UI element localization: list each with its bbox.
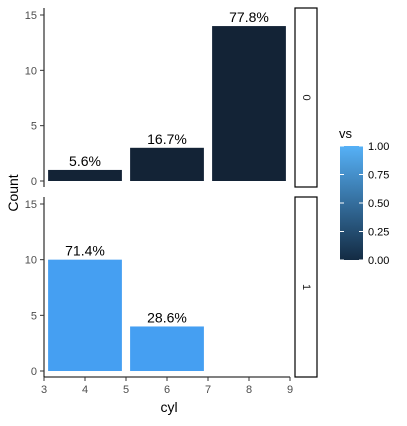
bar-data-label: 5.6% <box>69 153 101 169</box>
bar-data-label: 28.6% <box>147 309 187 325</box>
x-axis: 3 4 5 6 7 8 9 <box>41 376 293 396</box>
facet-strip <box>294 7 318 188</box>
legend-tick-label: 0.50 <box>368 198 389 210</box>
x-tick-label: 6 <box>164 384 170 396</box>
y-tick-label: 15 <box>25 199 37 211</box>
facet-strip <box>294 196 318 378</box>
legend-tick-label: 1.00 <box>368 141 389 153</box>
y-tick-label: 5 <box>31 310 37 322</box>
x-tick-label: 3 <box>41 384 47 396</box>
bar-cyl-8 <box>212 26 286 181</box>
legend-ticks: 1.00 0.75 0.50 0.25 0.00 <box>340 141 389 267</box>
x-tick-label: 4 <box>82 384 88 396</box>
y-tick-label: 0 <box>31 176 37 188</box>
facet-strip-label: 1 <box>300 284 312 290</box>
x-tick-label: 7 <box>205 384 211 396</box>
bar-data-label: 71.4% <box>65 243 105 259</box>
x-axis-title: cyl <box>160 399 177 415</box>
bar-cyl-6 <box>130 326 204 371</box>
x-tick-label: 8 <box>246 384 252 396</box>
legend-tick-label: 0.75 <box>368 170 389 182</box>
legend-tick-label: 0.00 <box>368 255 389 267</box>
legend-tick-label: 0.25 <box>368 227 389 239</box>
x-tick-label: 9 <box>287 384 293 396</box>
bar-data-label: 77.8% <box>229 9 269 25</box>
bar-cyl-4 <box>48 259 122 371</box>
facet-panel-0: 0 5 10 15 5.6% 16.7% 77.8% 0 <box>25 7 318 188</box>
facet-strip-label: 0 <box>300 94 312 100</box>
y-tick-label: 5 <box>31 121 37 133</box>
bar-cyl-6 <box>130 147 204 181</box>
bar-cyl-4 <box>48 169 122 181</box>
y-tick-label: 10 <box>25 255 37 267</box>
legend-title: vs <box>339 126 353 141</box>
facet-panel-1: 0 5 10 15 71.4% 28.6% 1 <box>25 196 318 378</box>
legend: vs 1.00 0.75 0.50 0.25 0.00 <box>339 126 389 267</box>
x-tick-label: 5 <box>123 384 129 396</box>
y-axis-title: Count <box>5 174 21 211</box>
y-tick-label: 0 <box>31 366 37 378</box>
panels: 0 5 10 15 5.6% 16.7% 77.8% 0 0 5 10 15 71.4% 28.6% 1 3 4… <box>25 7 318 396</box>
bar-data-label: 16.7% <box>147 131 187 147</box>
legend-colorbar <box>340 146 363 260</box>
y-tick-label: 10 <box>25 65 37 77</box>
y-tick-label: 15 <box>25 10 37 22</box>
